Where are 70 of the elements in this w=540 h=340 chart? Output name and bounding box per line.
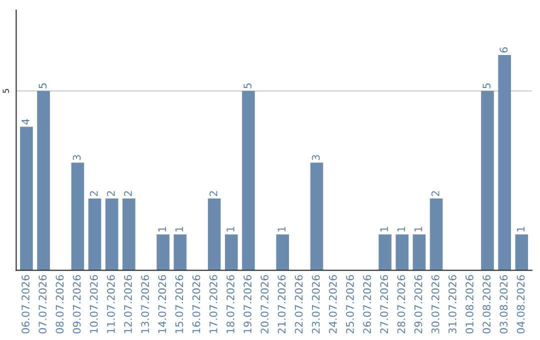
bar bbox=[378, 234, 392, 270]
x-tick-label: 30.07.2026 bbox=[431, 275, 440, 334]
x-tick-label: 26.07.2026 bbox=[363, 275, 371, 334]
x-tick-label: 21.07.2026 bbox=[278, 275, 286, 334]
bar bbox=[20, 126, 33, 270]
data-label: 1 bbox=[278, 226, 286, 232]
bar bbox=[156, 234, 170, 270]
bar bbox=[105, 198, 118, 270]
bar bbox=[71, 162, 84, 270]
data-label: 2 bbox=[209, 191, 218, 196]
data-label: 1 bbox=[516, 226, 525, 232]
bar bbox=[224, 234, 238, 270]
data-label: 6 bbox=[500, 47, 508, 53]
x-tick-label: 22.07.2026 bbox=[294, 275, 303, 334]
x-tick-label: 10.07.2026 bbox=[90, 275, 98, 333]
x-tick-label: 28.07.2026 bbox=[397, 275, 406, 334]
data-label: 1 bbox=[158, 226, 166, 232]
x-tick-label: 27.07.2026 bbox=[380, 275, 388, 334]
x-tick-label: 16.07.2026 bbox=[192, 275, 200, 333]
bar bbox=[498, 55, 511, 270]
data-label: 2 bbox=[90, 191, 98, 196]
x-tick-label: 14.07.2026 bbox=[158, 275, 166, 333]
x-tick-label: 15.07.2026 bbox=[175, 275, 184, 333]
x-tick-label: 11.07.2026 bbox=[106, 275, 115, 333]
data-label: 5 bbox=[244, 83, 252, 88]
x-tick-label: 24.07.2026 bbox=[328, 275, 337, 334]
x-tick-label: 04.08.2026 bbox=[516, 275, 525, 334]
data-label: 5 bbox=[482, 83, 491, 88]
bar bbox=[88, 198, 102, 270]
bar bbox=[276, 234, 289, 270]
bar bbox=[412, 234, 426, 270]
data-label: 1 bbox=[380, 226, 388, 232]
data-label: 2 bbox=[124, 191, 132, 196]
bar bbox=[396, 234, 409, 270]
x-tick-label: 19.07.2026 bbox=[244, 275, 252, 333]
data-label: 1 bbox=[175, 226, 184, 232]
data-label: 4 bbox=[22, 118, 30, 124]
bar bbox=[242, 90, 255, 270]
x-tick-label: 02.08.2026 bbox=[482, 275, 491, 334]
data-label: 2 bbox=[431, 191, 440, 196]
x-tick-label: 20.07.2026 bbox=[260, 275, 269, 334]
data-label: 1 bbox=[226, 226, 234, 232]
bar bbox=[515, 234, 528, 270]
data-label: 5 bbox=[38, 83, 47, 88]
x-tick-label: 06.07.2026 bbox=[22, 275, 30, 334]
bar bbox=[430, 198, 443, 270]
bar bbox=[481, 90, 494, 270]
x-tick-label: 01.08.2026 bbox=[466, 275, 474, 334]
bar bbox=[37, 90, 50, 270]
x-tick-label: 23.07.2026 bbox=[312, 275, 320, 334]
data-label: 3 bbox=[72, 155, 81, 160]
x-tick-label: 09.07.2026 bbox=[72, 275, 81, 334]
x-tick-label: 25.07.2026 bbox=[346, 275, 354, 334]
x-tick-label: 29.07.2026 bbox=[414, 275, 422, 334]
x-tick-label: 12.07.2026 bbox=[124, 275, 132, 333]
data-label: 2 bbox=[106, 191, 115, 196]
x-tick-label: 07.07.2026 bbox=[38, 275, 47, 334]
data-label: 3 bbox=[312, 155, 320, 160]
x-tick-label: 18.07.2026 bbox=[226, 275, 234, 333]
x-tick-label: 31.07.2026 bbox=[448, 275, 456, 334]
data-label: 1 bbox=[397, 226, 405, 232]
bar bbox=[310, 162, 324, 270]
x-tick-label: 17.07.2026 bbox=[209, 275, 218, 333]
data-label: 1 bbox=[414, 226, 422, 232]
x-tick-label: 13.07.2026 bbox=[141, 275, 149, 333]
bar bbox=[122, 198, 136, 270]
bar bbox=[208, 198, 221, 270]
x-tick-label: 03.08.2026 bbox=[500, 275, 508, 334]
x-tick-label: 08.07.2026 bbox=[56, 275, 64, 334]
bar bbox=[174, 234, 187, 270]
